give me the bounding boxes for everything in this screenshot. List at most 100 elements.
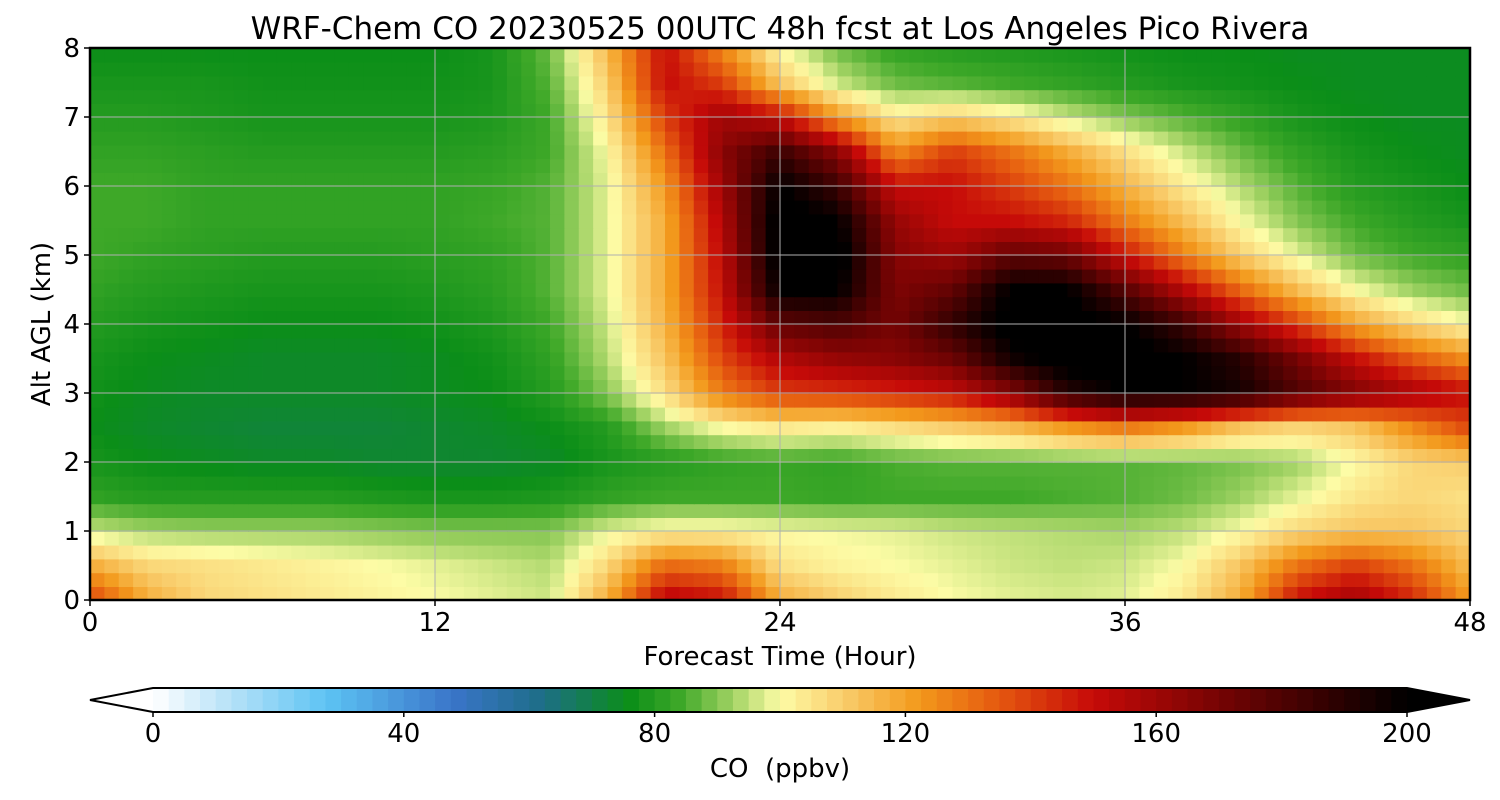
field-cell <box>794 48 810 63</box>
field-cell <box>377 186 393 201</box>
field-cell <box>463 351 479 367</box>
field-cell <box>104 420 120 436</box>
field-cell <box>161 48 178 63</box>
field-cell <box>909 517 925 532</box>
colorbar-segment <box>670 688 687 712</box>
field-cell <box>535 351 551 367</box>
field-cell <box>665 489 681 505</box>
field-cell <box>1139 586 1155 600</box>
field-cell <box>1268 365 1284 380</box>
field-cell <box>550 503 566 518</box>
field-cell <box>1110 503 1126 518</box>
field-cell <box>1254 365 1270 380</box>
field-cell <box>190 186 206 201</box>
field-cell <box>233 324 249 339</box>
field-cell <box>463 365 479 380</box>
field-cell <box>808 48 824 63</box>
field-cell <box>1441 117 1457 132</box>
colorbar-segment <box>654 688 671 712</box>
field-cell <box>276 544 293 560</box>
field-cell <box>492 241 508 256</box>
field-cell <box>1067 586 1083 600</box>
field-cell <box>1081 337 1098 353</box>
field-cell <box>463 310 479 325</box>
field-cell <box>1283 158 1299 173</box>
field-cell <box>1010 544 1026 560</box>
field-cell <box>578 462 594 477</box>
field-cell <box>851 75 868 91</box>
field-cell <box>564 241 580 256</box>
field-cell <box>607 213 623 229</box>
field-cell <box>1311 558 1328 574</box>
field-cell <box>1240 586 1256 600</box>
field-cell <box>780 434 796 449</box>
field-cell <box>1038 213 1054 229</box>
field-cell <box>478 241 494 256</box>
field-cell <box>1081 586 1098 600</box>
field-cell <box>90 379 106 394</box>
field-cell <box>492 544 508 560</box>
field-cell <box>1441 572 1457 587</box>
field-cell <box>161 199 178 215</box>
field-cell <box>291 227 307 242</box>
field-cell <box>837 503 853 518</box>
field-cell <box>334 365 350 380</box>
field-cell <box>1139 558 1155 574</box>
field-cell <box>305 503 321 518</box>
field-cell <box>837 89 853 104</box>
field-cell <box>147 337 163 353</box>
field-cell <box>1441 172 1457 187</box>
field-cell <box>1125 531 1141 546</box>
field-cell <box>1110 365 1126 380</box>
field-cell <box>851 213 868 229</box>
field-cell <box>621 227 638 242</box>
field-cell <box>636 558 652 574</box>
field-cell <box>1196 186 1213 201</box>
field-cell <box>262 103 278 118</box>
field-cell <box>751 503 767 518</box>
field-cell <box>938 586 954 600</box>
field-cell <box>334 61 350 77</box>
field-cell <box>176 503 192 518</box>
field-cell <box>823 61 839 77</box>
field-cell <box>1010 48 1026 63</box>
field-cell <box>1125 103 1141 118</box>
field-cell <box>880 144 896 160</box>
field-cell <box>823 420 839 436</box>
field-cell <box>406 158 422 173</box>
field-cell <box>895 227 911 242</box>
field-cell <box>593 572 609 587</box>
field-cell <box>880 544 896 560</box>
field-cell <box>377 379 393 394</box>
field-cell <box>1139 420 1155 436</box>
field-cell <box>1326 517 1342 532</box>
field-cell <box>348 48 364 63</box>
field-cell <box>377 503 393 518</box>
field-cell <box>1010 61 1026 77</box>
field-cell <box>1010 365 1026 380</box>
field-cell <box>463 103 479 118</box>
colorbar-segment <box>748 688 765 712</box>
field-cell <box>1369 337 1385 353</box>
field-cell <box>1455 517 1470 532</box>
x-tick-label: 36 <box>1108 608 1141 638</box>
field-cell <box>305 572 321 587</box>
field-cell <box>981 365 997 380</box>
x-tick-label: 12 <box>418 608 451 638</box>
field-cell <box>880 324 896 339</box>
field-cell <box>377 324 393 339</box>
field-cell <box>406 517 422 532</box>
field-cell <box>1211 558 1227 574</box>
field-cell <box>823 489 839 505</box>
field-cell <box>708 296 724 311</box>
field-cell <box>708 61 724 77</box>
field-cell <box>334 186 350 201</box>
field-cell <box>981 89 997 104</box>
field-cell <box>1426 61 1443 77</box>
field-cell <box>1311 489 1328 505</box>
field-cell <box>1038 406 1054 422</box>
field-cell <box>923 158 939 173</box>
field-cell <box>1268 282 1284 298</box>
field-cell <box>1441 586 1457 600</box>
field-cell <box>1182 172 1198 187</box>
